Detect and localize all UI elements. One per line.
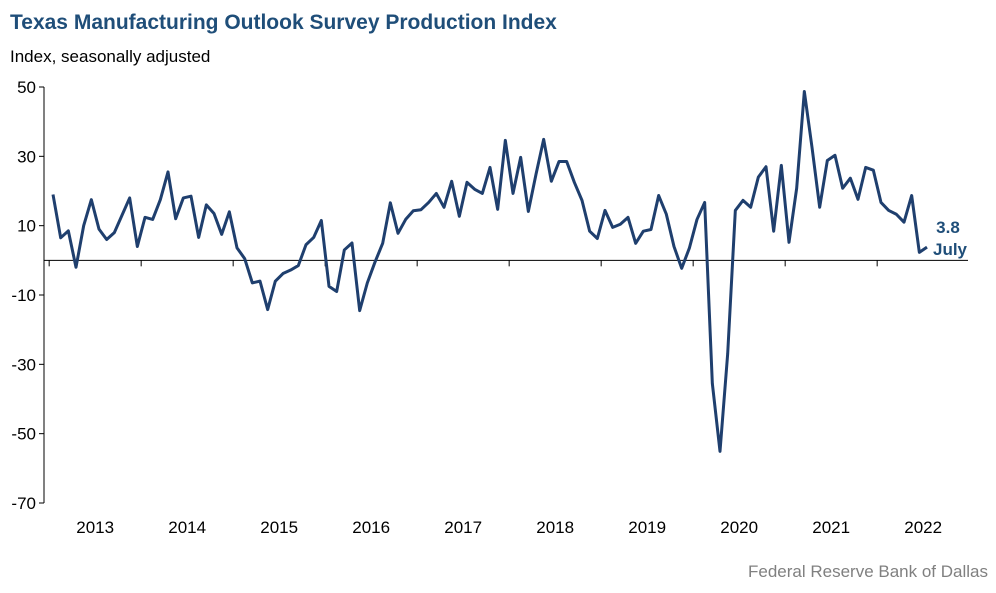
chart-title: Texas Manufacturing Outlook Survey Produ… — [10, 11, 557, 34]
x-tick-label: 2013 — [76, 518, 114, 537]
x-tick-label: 2019 — [628, 518, 666, 537]
x-tick-label: 2015 — [260, 518, 298, 537]
x-tick-label: 2022 — [904, 518, 942, 537]
annotation: 3.8 — [936, 218, 960, 237]
y-tick-label: -50 — [11, 425, 36, 444]
source: Federal Reserve Bank of Dallas — [748, 562, 988, 581]
y-tick-label: 50 — [17, 78, 36, 97]
annotation: July — [933, 240, 968, 259]
y-tick-label: 30 — [17, 147, 36, 166]
x-tick-label: 2021 — [812, 518, 850, 537]
y-tick-label: 10 — [17, 217, 36, 236]
x-tick-label: 2014 — [168, 518, 206, 537]
x-tick-label: 2018 — [536, 518, 574, 537]
x-tick-label: 2016 — [352, 518, 390, 537]
x-tick-label: 2017 — [444, 518, 482, 537]
x-tick-label: 2020 — [720, 518, 758, 537]
y-axis-label: Index, seasonally adjusted — [10, 47, 210, 66]
y-tick-label: -30 — [11, 355, 36, 374]
data-line — [51, 90, 928, 453]
y-tick-label: -70 — [11, 494, 36, 513]
y-tick-label: -10 — [11, 286, 36, 305]
